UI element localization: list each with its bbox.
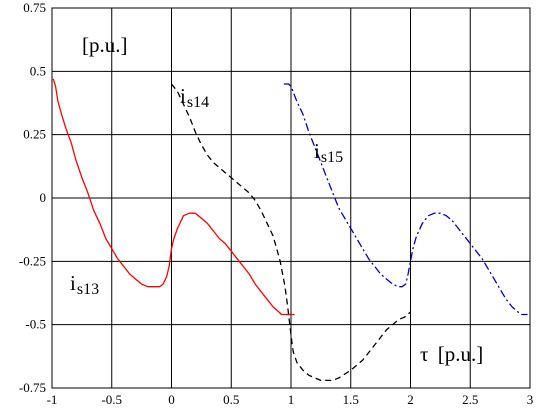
series-line-is14 — [170, 83, 411, 382]
x-axis-unit: [p.u.] — [438, 342, 484, 366]
series-line-is13 — [52, 78, 291, 316]
x-tick-label: 1 — [288, 392, 295, 407]
y-tick-label: -0.75 — [19, 380, 46, 395]
y-tick-label: -0.25 — [19, 253, 46, 268]
x-tick-label: 2.5 — [462, 392, 478, 407]
series-lines — [52, 78, 528, 382]
y-axis-label: [p.u.] — [82, 33, 128, 57]
x-axis-label: τ [p.u.] — [420, 342, 483, 366]
y-tick-label: 0.25 — [23, 127, 46, 142]
y-tick-label: 0.5 — [30, 63, 46, 78]
y-tick-label: 0 — [40, 190, 47, 205]
series-label-is15: is15 — [314, 139, 343, 166]
series-line-is15 — [283, 83, 528, 316]
x-tick-label: -1 — [47, 392, 58, 407]
x-tick-label: 2 — [407, 392, 414, 407]
x-tick-label: 1.5 — [343, 392, 359, 407]
y-tick-label: -0.5 — [25, 317, 46, 332]
x-tick-label: 0.5 — [223, 392, 239, 407]
x-tick-label: 0 — [168, 392, 175, 407]
tick-labels: -1 -0.5 0 0.5 1 1.5 2 2.5 3 0.75 0.5 0.25 0 -0.25 -0.5… — [19, 0, 533, 407]
x-tick-label: -0.5 — [101, 392, 122, 407]
x-axis-symbol: τ — [420, 342, 428, 366]
grid — [51, 7, 531, 389]
series-label-is13: is13 — [70, 271, 99, 298]
series-label-is14: is14 — [180, 84, 209, 111]
y-tick-label: 0.75 — [23, 0, 46, 15]
x-tick-label: 3 — [527, 392, 534, 407]
